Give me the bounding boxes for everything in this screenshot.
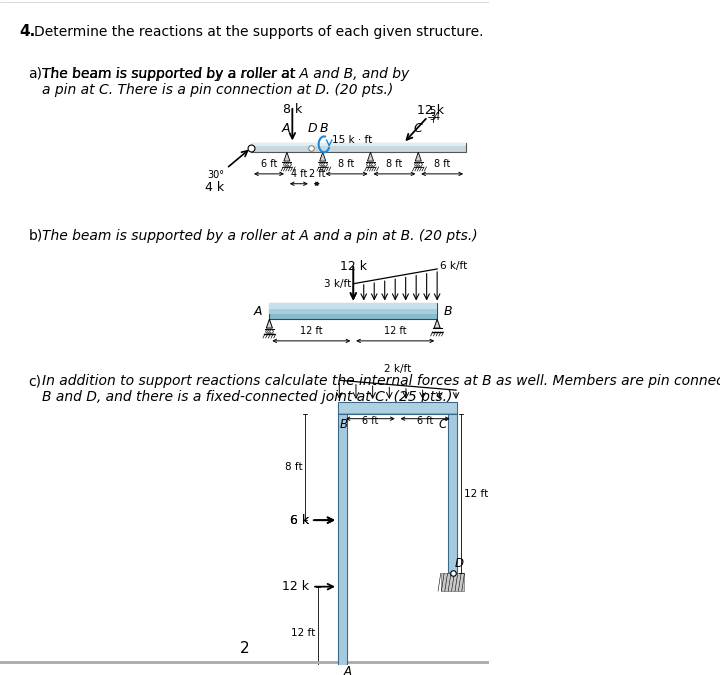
Text: B and D, and there is a fixed-connected joint at C. (25 pts.): B and D, and there is a fixed-connected … (42, 390, 452, 404)
Text: 6 ft: 6 ft (362, 416, 378, 426)
Text: 6 k/ft: 6 k/ft (440, 261, 467, 271)
Text: 12 k: 12 k (340, 260, 366, 273)
Text: 12 k: 12 k (282, 580, 310, 593)
Text: 8 ft: 8 ft (434, 159, 450, 169)
Text: D: D (307, 122, 317, 136)
Text: 12 ft: 12 ft (300, 326, 323, 336)
Text: The beam is supported by a roller at A and B, and by: The beam is supported by a roller at A a… (42, 67, 410, 81)
Text: The beam is supported by a roller at: The beam is supported by a roller at (42, 67, 300, 81)
Text: 6 k: 6 k (289, 514, 309, 526)
Bar (269, 304, 437, 309)
Text: 4 ft: 4 ft (291, 169, 307, 179)
Text: 15 k · ft: 15 k · ft (332, 136, 372, 145)
Text: 2 k/ft: 2 k/ft (384, 364, 411, 375)
Text: A: A (254, 305, 263, 318)
Text: 3: 3 (429, 111, 436, 121)
Text: A: A (344, 665, 352, 675)
Text: 5: 5 (429, 106, 436, 116)
Text: 4: 4 (434, 111, 440, 121)
Text: a pin at C. There is a pin connection at D. (20 pts.): a pin at C. There is a pin connection at… (42, 83, 393, 97)
Bar (448, 414, 457, 573)
Text: b): b) (29, 229, 42, 242)
Text: 8 ft: 8 ft (285, 462, 302, 472)
Bar (269, 309, 437, 314)
Text: 12 ft: 12 ft (384, 326, 407, 336)
Text: 2 ft: 2 ft (308, 169, 325, 179)
Bar (251, 143, 466, 146)
Text: D: D (454, 558, 464, 570)
Text: 4 k: 4 k (205, 182, 225, 194)
Text: 12 ft: 12 ft (291, 628, 315, 639)
Polygon shape (320, 152, 325, 161)
Bar (449, 414, 456, 572)
Text: B: B (320, 122, 328, 136)
Polygon shape (284, 152, 290, 161)
Text: 4.: 4. (19, 24, 35, 39)
Text: 6 k: 6 k (290, 514, 310, 526)
Text: 2: 2 (240, 641, 249, 655)
Bar (269, 304, 437, 319)
Polygon shape (266, 319, 272, 328)
Text: B: B (444, 305, 453, 318)
Text: A: A (282, 122, 289, 136)
Bar (338, 402, 457, 414)
Polygon shape (367, 152, 374, 161)
Text: 12 k: 12 k (417, 104, 444, 117)
Text: c): c) (29, 375, 42, 388)
Polygon shape (434, 319, 440, 328)
Bar (338, 414, 348, 675)
Bar (441, 573, 464, 591)
Text: 8 k: 8 k (283, 103, 302, 116)
Text: 3 k/ft: 3 k/ft (324, 279, 351, 289)
Polygon shape (415, 152, 421, 161)
Text: In addition to support reactions calculate the internal forces at B as well. Mem: In addition to support reactions calcula… (42, 375, 720, 388)
Bar (251, 143, 466, 152)
Text: 30°: 30° (207, 170, 225, 180)
Text: B: B (339, 418, 347, 431)
Text: The beam is supported by a roller at A and a pin at B. (20 pts.): The beam is supported by a roller at A a… (42, 229, 477, 242)
Text: C: C (414, 122, 423, 136)
Text: Determine the reactions at the supports of each given structure.: Determine the reactions at the supports … (34, 24, 483, 38)
Text: a): a) (29, 67, 42, 81)
Bar (338, 403, 456, 413)
Text: 12 ft: 12 ft (464, 489, 488, 499)
Text: 6 ft: 6 ft (261, 159, 277, 169)
Bar (338, 414, 347, 675)
Text: 6 ft: 6 ft (417, 416, 433, 426)
Text: 8 ft: 8 ft (338, 159, 355, 169)
Text: 8 ft: 8 ft (386, 159, 402, 169)
Text: C: C (438, 418, 446, 431)
